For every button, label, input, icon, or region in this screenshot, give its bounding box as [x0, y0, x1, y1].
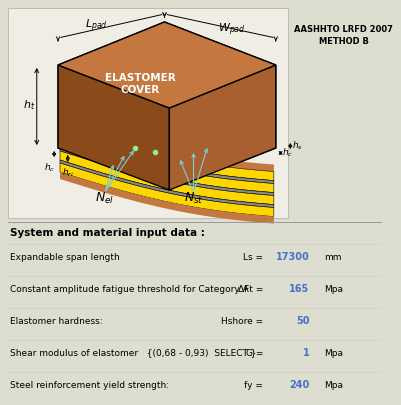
Polygon shape: [60, 139, 273, 192]
Polygon shape: [60, 120, 273, 172]
Polygon shape: [169, 65, 275, 190]
Text: fy =: fy =: [244, 381, 263, 390]
Polygon shape: [58, 22, 275, 108]
Text: COVER: COVER: [120, 85, 160, 95]
Text: $h_c$: $h_c$: [44, 162, 55, 174]
Text: $h_s$: $h_s$: [291, 140, 302, 152]
Text: Elastomer hardness:: Elastomer hardness:: [10, 316, 102, 326]
Polygon shape: [60, 127, 273, 181]
Text: 50: 50: [296, 316, 309, 326]
Polygon shape: [60, 163, 273, 217]
Text: System and material input data :: System and material input data :: [10, 228, 204, 238]
Text: AASHHTO LRFD 2007: AASHHTO LRFD 2007: [294, 26, 392, 34]
Text: Mpa: Mpa: [323, 348, 342, 358]
Text: Mpa: Mpa: [323, 284, 342, 294]
Text: 240: 240: [289, 380, 309, 390]
Polygon shape: [60, 136, 273, 183]
Text: $L_{pad}$: $L_{pad}$: [85, 18, 108, 34]
Text: Steel reinforcement yield strength:: Steel reinforcement yield strength:: [10, 381, 168, 390]
Text: Ls =: Ls =: [243, 252, 263, 262]
Text: ΔFt =: ΔFt =: [237, 284, 263, 294]
Polygon shape: [58, 65, 169, 190]
Text: 165: 165: [289, 284, 309, 294]
Polygon shape: [60, 148, 273, 196]
Polygon shape: [169, 65, 275, 190]
Polygon shape: [58, 65, 169, 190]
Text: mm: mm: [323, 252, 341, 262]
Text: $h_c$: $h_c$: [281, 147, 292, 159]
Text: $W_{pad}$: $W_{pad}$: [218, 22, 245, 38]
Text: $N_{el}$: $N_{el}$: [95, 190, 114, 206]
Text: ELASTOMER: ELASTOMER: [105, 73, 175, 83]
Text: Hshore =: Hshore =: [221, 316, 263, 326]
Polygon shape: [58, 22, 275, 108]
Text: G =: G =: [245, 348, 263, 358]
FancyBboxPatch shape: [8, 8, 288, 218]
Text: $h_{ri}$: $h_{ri}$: [62, 167, 73, 179]
Text: $N_{st}$: $N_{st}$: [183, 190, 203, 206]
Text: $h_t$: $h_t$: [23, 98, 35, 112]
Text: 17300: 17300: [275, 252, 309, 262]
Text: 1: 1: [302, 348, 309, 358]
Text: Shear modulus of elastomer   {(0,68 - 0,93)  SELECT }: Shear modulus of elastomer {(0,68 - 0,93…: [10, 348, 255, 358]
Text: Constant amplitude fatigue threshold for Category A: Constant amplitude fatigue threshold for…: [10, 284, 248, 294]
Text: Mpa: Mpa: [323, 381, 342, 390]
Text: METHOD B: METHOD B: [318, 38, 368, 47]
Polygon shape: [60, 151, 273, 205]
Polygon shape: [60, 172, 273, 224]
Text: Expandable span length: Expandable span length: [10, 252, 119, 262]
Polygon shape: [60, 160, 273, 207]
